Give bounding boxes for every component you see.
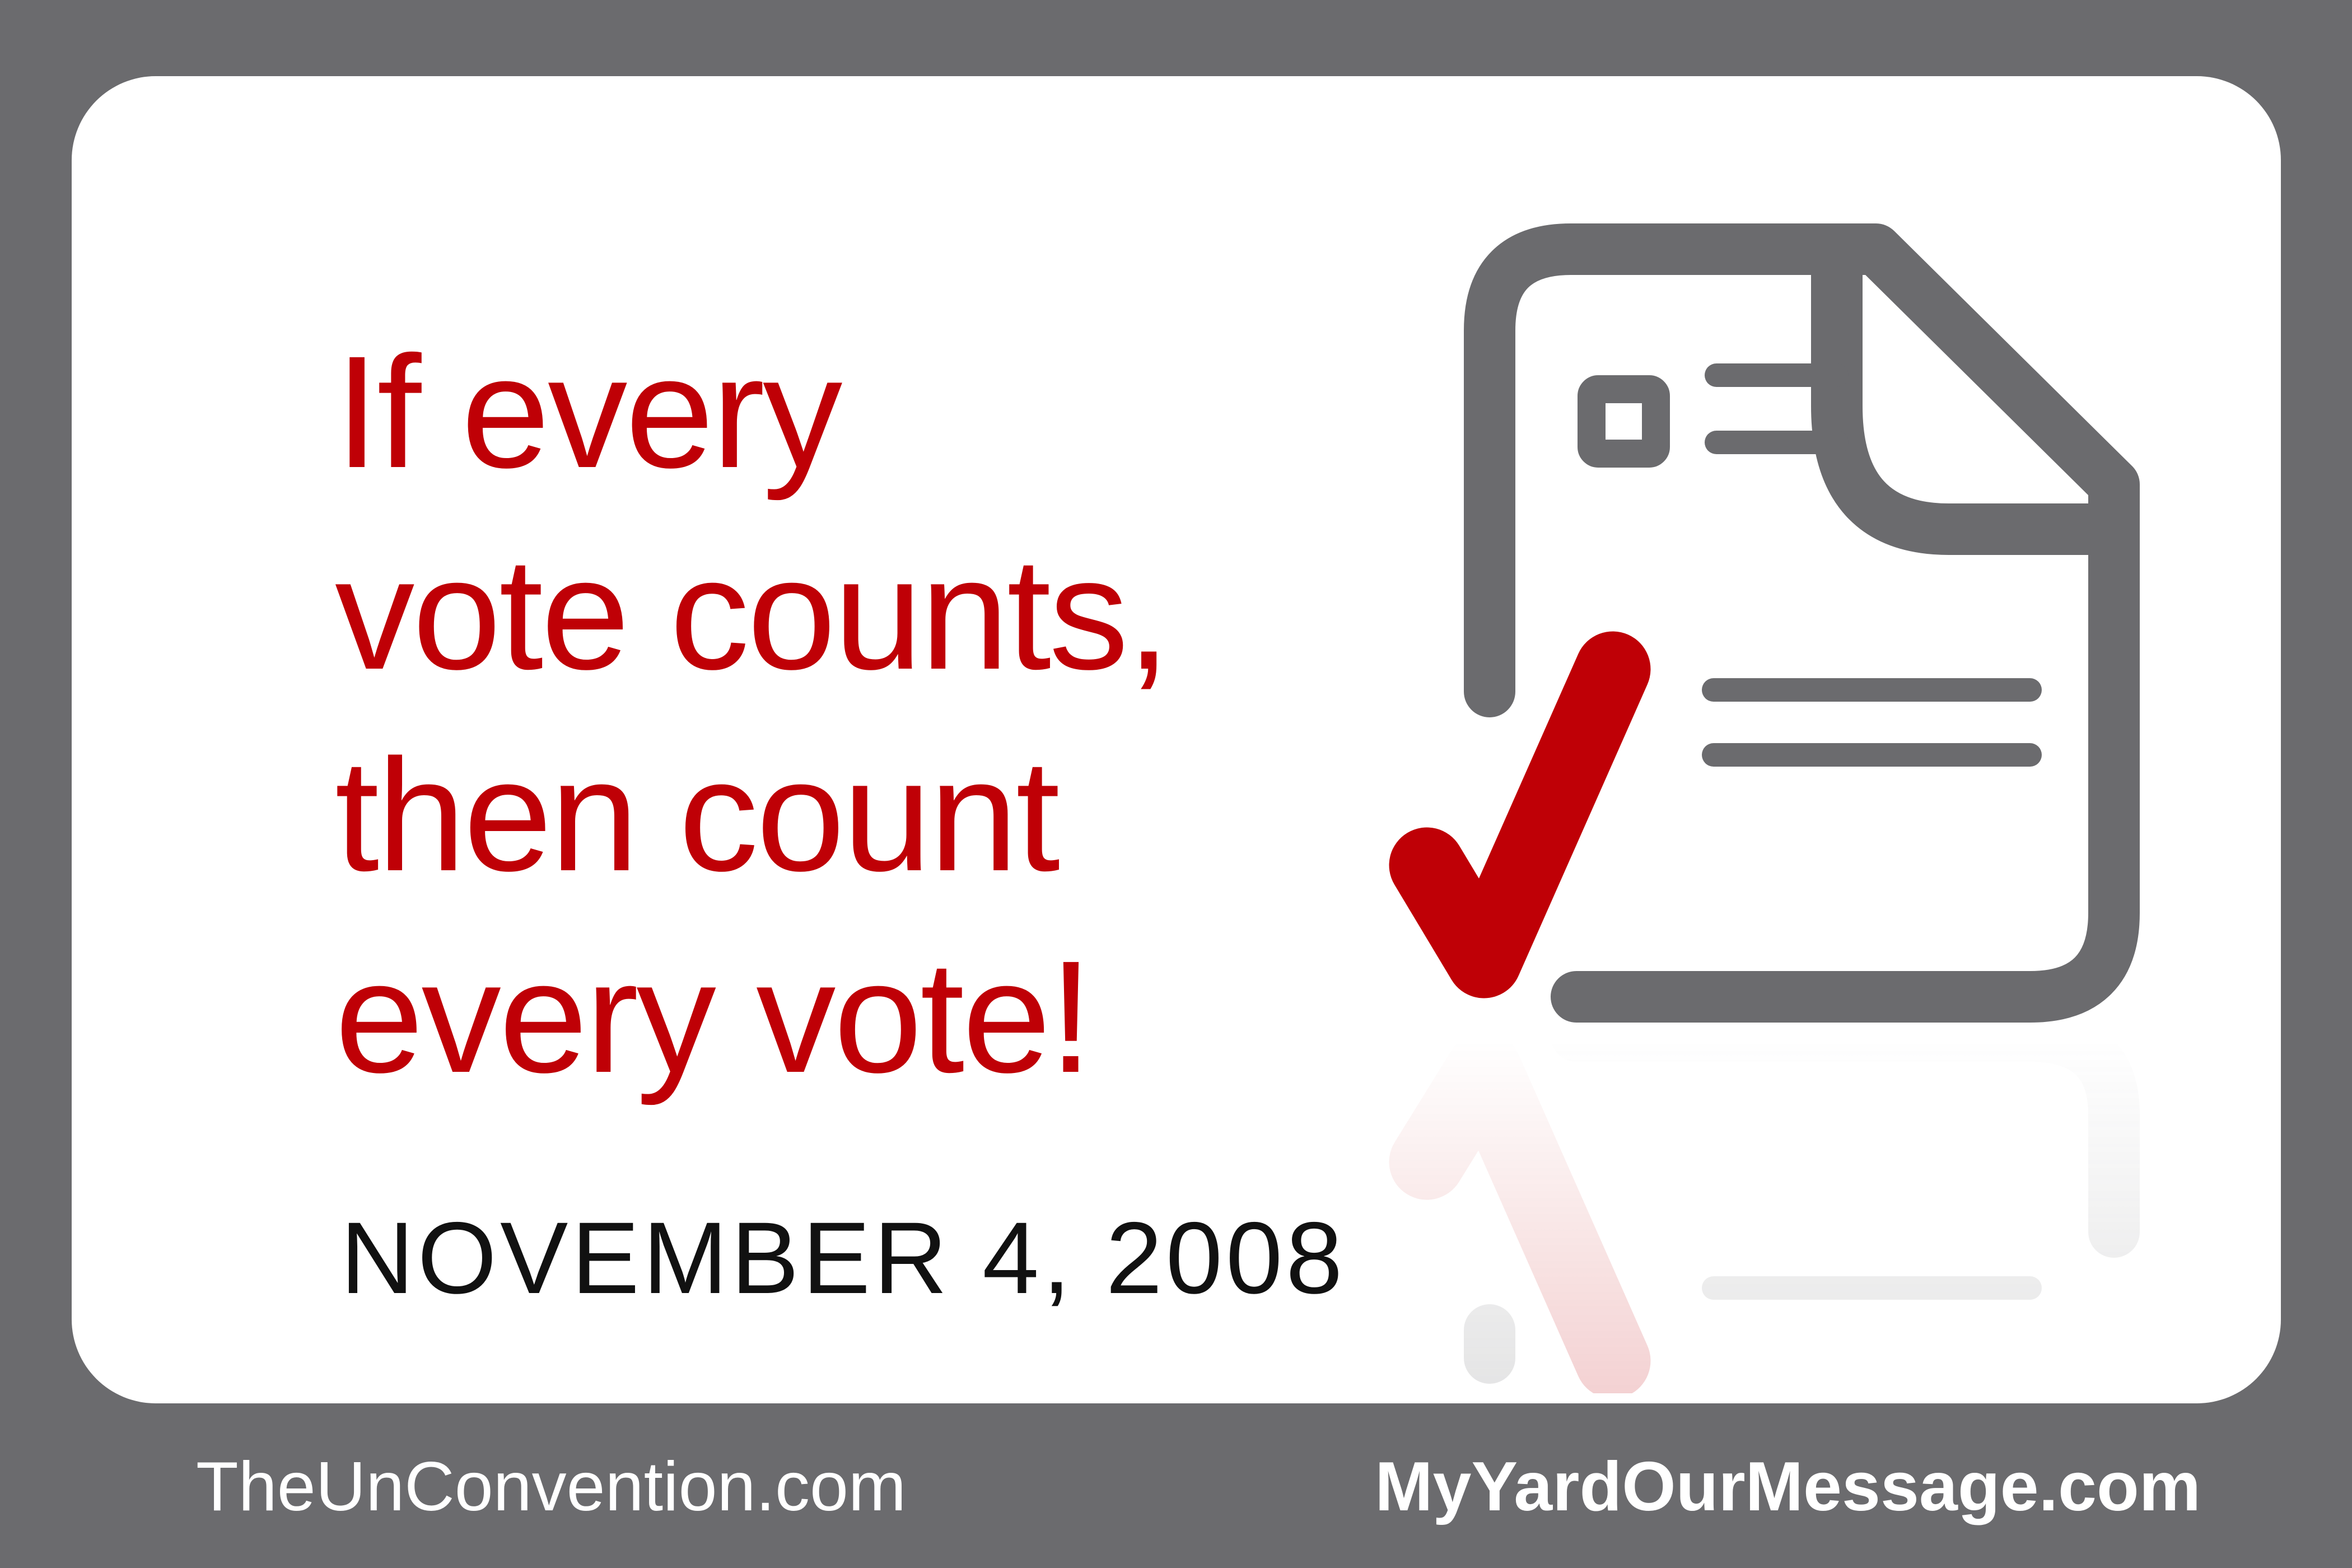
white-sign-panel: If every vote counts, then count every v… xyxy=(72,76,2281,1403)
election-date: NOVEMBER 4, 2008 xyxy=(340,1201,1346,1315)
left-footer-url[interactable]: TheUnConvention.com xyxy=(196,1448,907,1525)
headline-line-3: then count xyxy=(335,726,1060,904)
headline-line-1: If every xyxy=(335,323,842,501)
headline-line-2: vote counts, xyxy=(335,525,1171,703)
headline-line-4: every vote! xyxy=(335,928,1093,1106)
right-footer-url[interactable]: MyYardOurMessage.com xyxy=(1375,1448,2201,1525)
headline: If every vote counts, then count every v… xyxy=(335,311,1171,1118)
